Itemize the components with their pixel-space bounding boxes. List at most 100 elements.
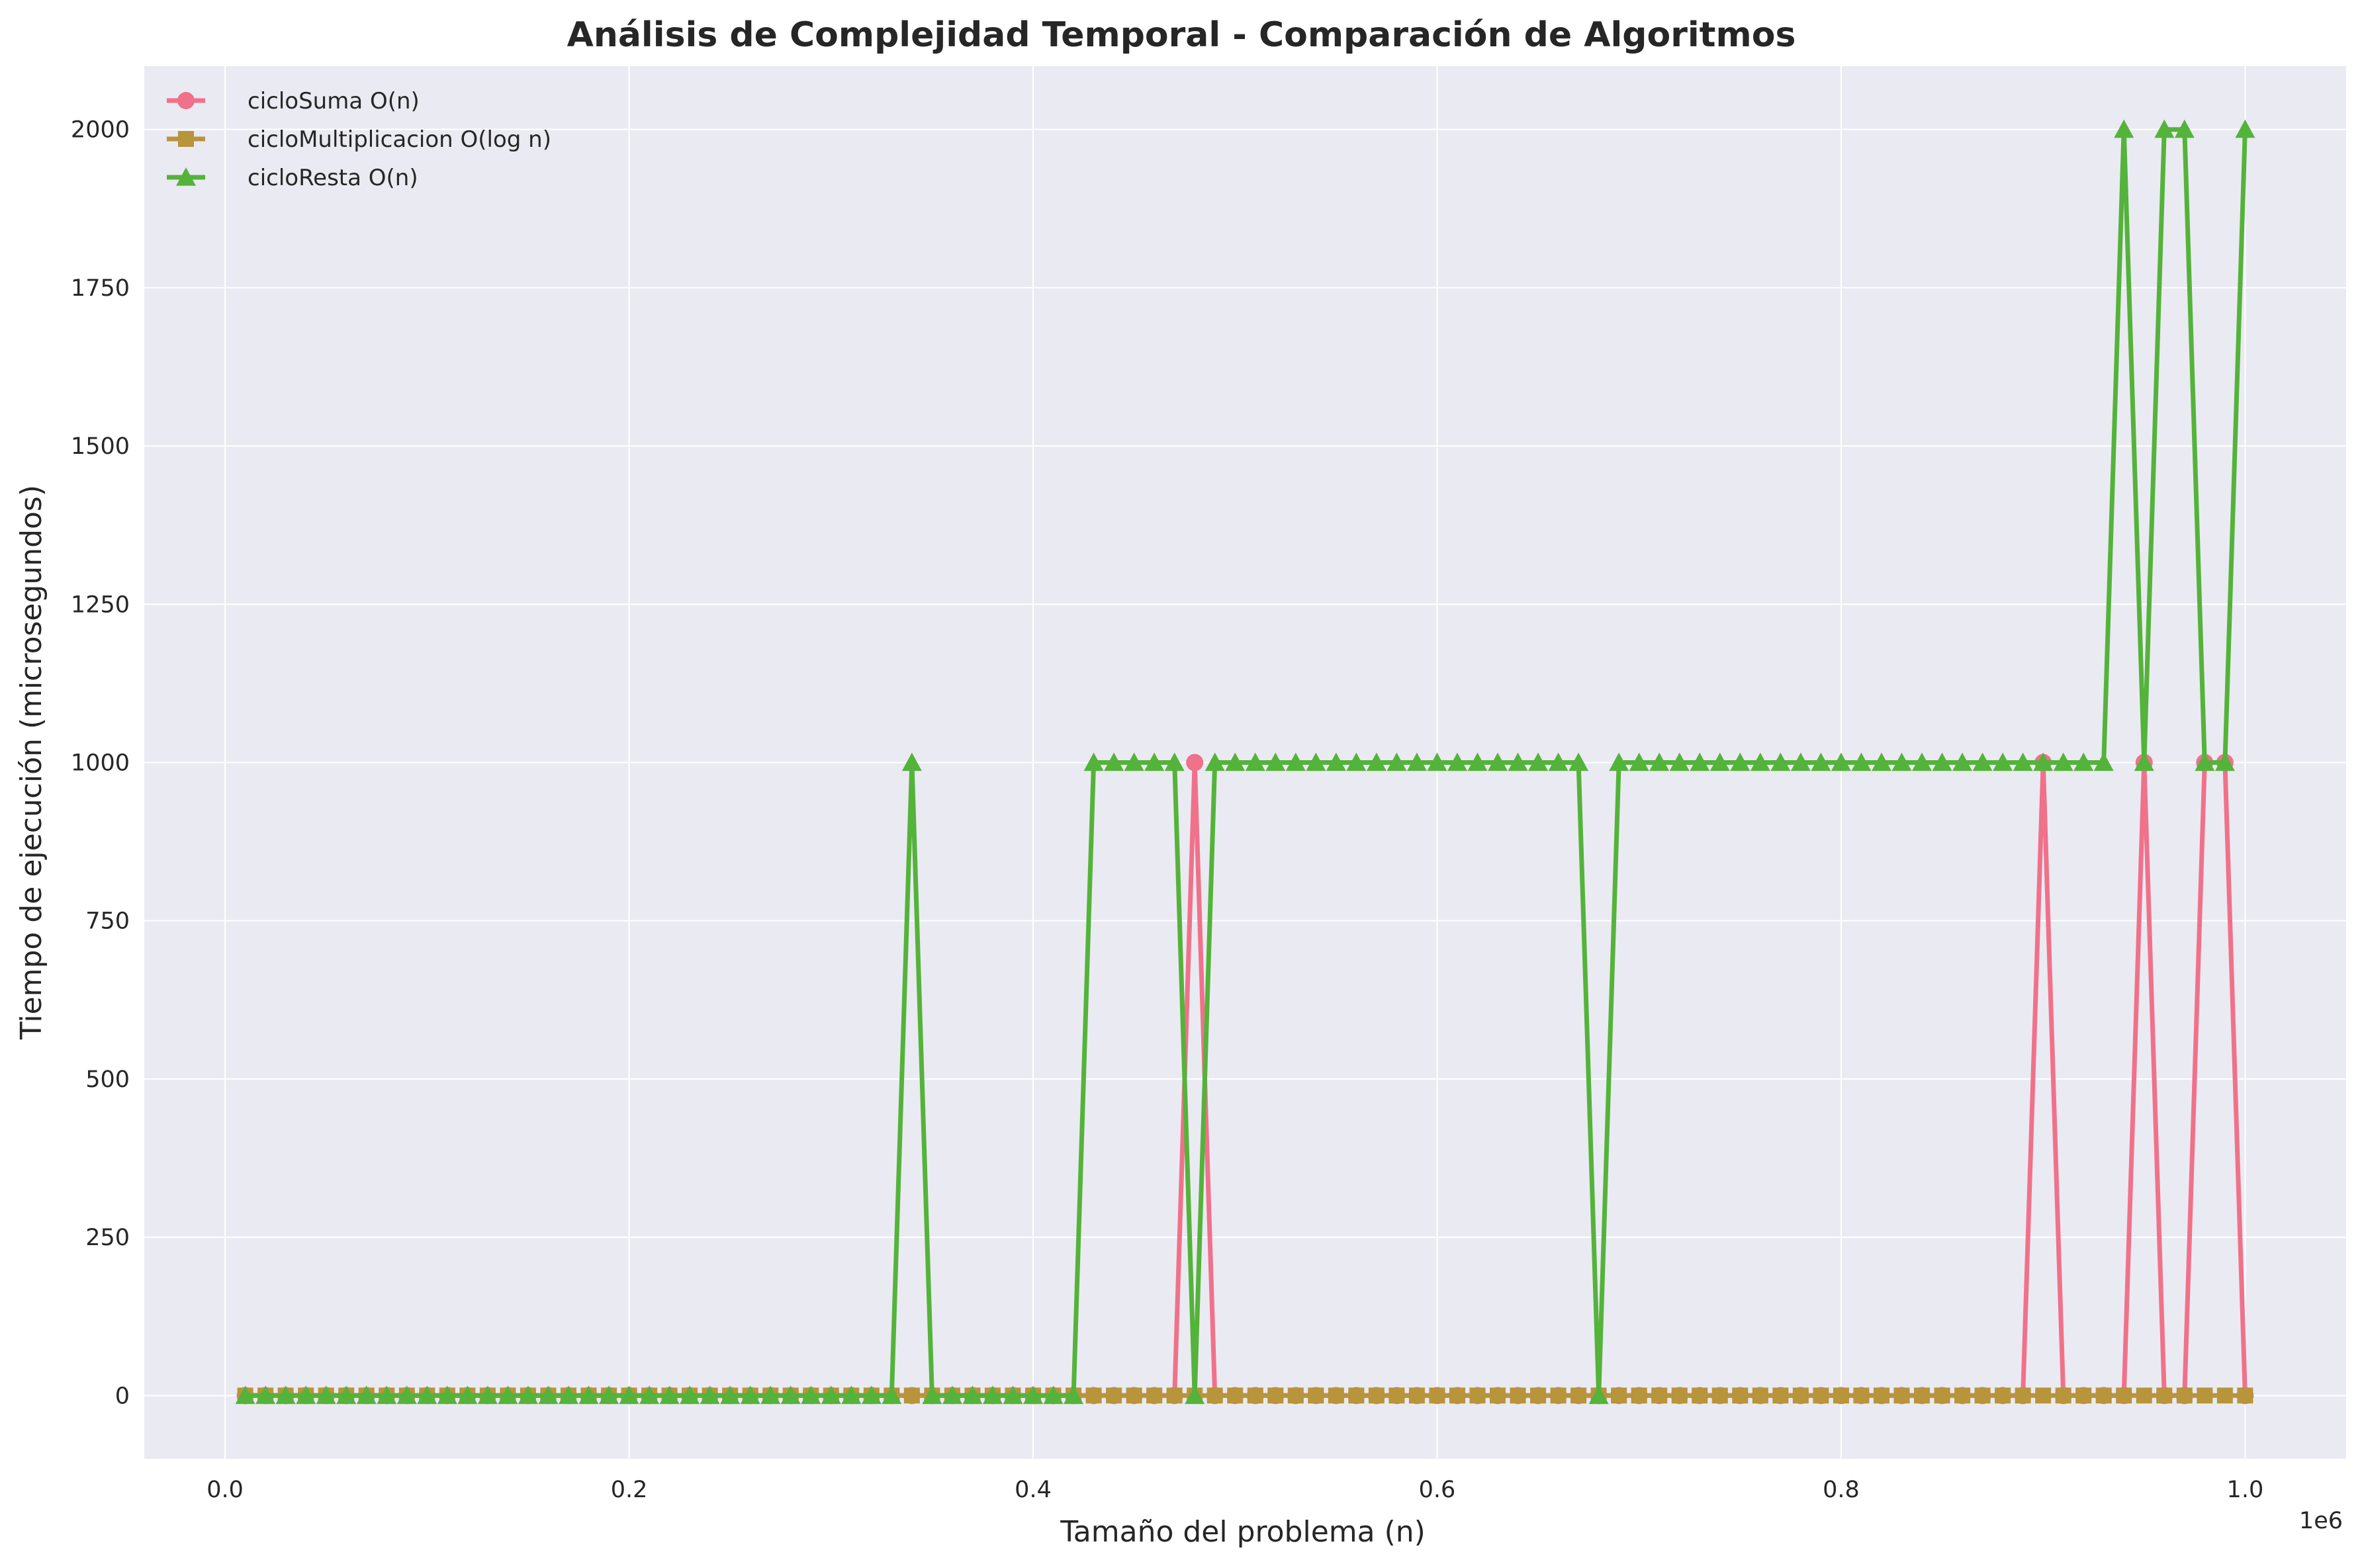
data-point (1631, 1387, 1647, 1404)
x-tick-label: 0.0 (206, 1477, 244, 1503)
data-point (2197, 1387, 2213, 1404)
data-point (1126, 1387, 1142, 1404)
data-point (700, 1385, 720, 1405)
data-point (1245, 752, 1265, 771)
data-point (2055, 1387, 2071, 1404)
data-point (1366, 752, 1387, 771)
data-point (2156, 1387, 2173, 1404)
data-point (2216, 1387, 2233, 1404)
data-point (1752, 1387, 1768, 1404)
data-point (1772, 1387, 1789, 1404)
data-point (1813, 1387, 1829, 1404)
data-point (255, 1385, 276, 1405)
data-point (1490, 1387, 1506, 1404)
data-point (1164, 752, 1185, 771)
data-point (457, 1385, 478, 1405)
x-tick-label: 1.0 (2227, 1477, 2264, 1503)
data-point (1085, 1387, 1102, 1404)
data-point (599, 1385, 619, 1405)
data-point (1730, 752, 1750, 771)
x-axis-ticks: 0.0 0.2 0.4 0.6 0.8 1.0 (206, 1477, 2263, 1503)
legend: cicloSuma O(n) cicloMultiplicacion O(log … (167, 88, 551, 191)
data-point (1265, 752, 1286, 771)
data-point (1510, 1387, 1526, 1404)
data-point (1811, 752, 1831, 771)
data-point (1570, 1387, 1587, 1404)
data-point (1368, 1387, 1385, 1404)
data-point (1709, 752, 1730, 771)
data-point (1692, 1387, 1708, 1404)
data-point (1124, 752, 1144, 771)
data-point (2176, 1387, 2193, 1404)
data-point (2015, 1387, 2031, 1404)
legend-item: cicloResta O(n) (167, 165, 418, 191)
data-point (2174, 119, 2195, 138)
legend-label: cicloSuma O(n) (248, 88, 420, 114)
legend-item: cicloMultiplicacion O(log n) (167, 126, 551, 153)
data-point (1952, 752, 1973, 771)
y-axis-ticks: 0 250 500 750 1000 1250 1500 1750 2000 (71, 117, 130, 1410)
data-point (1873, 1387, 1889, 1404)
data-point (1790, 752, 1811, 771)
data-point (1427, 752, 1447, 771)
data-point (1023, 1385, 1044, 1405)
data-point (1833, 1387, 1849, 1404)
data-point (1469, 1387, 1486, 1404)
data-point (2214, 752, 2235, 771)
data-point (578, 1385, 599, 1405)
data-point (1528, 752, 1549, 771)
data-point (1972, 752, 1993, 771)
legend-label: cicloResta O(n) (248, 165, 418, 191)
data-point (2095, 1387, 2112, 1404)
y-tick-label: 1750 (71, 275, 130, 302)
data-point (1346, 752, 1367, 771)
y-axis-label: Tiempo de ejecución (microsegundos) (15, 485, 48, 1040)
data-point (1914, 1387, 1931, 1404)
data-point (235, 1385, 255, 1405)
data-point (1003, 1385, 1023, 1405)
data-point (538, 1385, 559, 1405)
data-point (377, 1385, 397, 1405)
data-point (1690, 752, 1710, 771)
data-point (417, 1385, 437, 1405)
data-point (2116, 1387, 2132, 1404)
data-point (2093, 752, 2114, 771)
data-point (2136, 1387, 2152, 1404)
data-point (1247, 1387, 1263, 1404)
data-point (1853, 1387, 1870, 1404)
data-point (1308, 1387, 1324, 1404)
data-point (1550, 1387, 1567, 1404)
data-point (1287, 1387, 1304, 1404)
legend-marker (177, 92, 195, 109)
data-point (942, 1385, 962, 1405)
data-point (922, 1385, 942, 1405)
data-point (740, 1385, 760, 1405)
data-point (275, 1385, 296, 1405)
x-tick-label: 0.4 (1015, 1477, 1052, 1503)
data-point (356, 1385, 377, 1405)
data-point (1144, 752, 1165, 771)
data-point (1792, 1387, 1809, 1404)
data-point (1671, 1387, 1688, 1404)
data-point (2033, 752, 2054, 771)
data-point (1993, 752, 2013, 771)
data-point (1186, 754, 1204, 771)
data-point (437, 1385, 457, 1405)
x-axis-offset-label: 1e6 (2299, 1508, 2343, 1534)
data-point (2114, 119, 2134, 138)
data-point (2035, 1387, 2052, 1404)
chart-title: Análisis de Complejidad Temporal - Compa… (567, 15, 1796, 55)
data-point (1388, 1387, 1405, 1404)
y-tick-label: 500 (85, 1067, 130, 1093)
data-point (801, 1385, 821, 1405)
data-point (2235, 119, 2255, 138)
data-point (659, 1385, 680, 1405)
data-point (1326, 752, 1346, 771)
data-point (1104, 752, 1124, 771)
data-point (316, 1385, 336, 1405)
series-3 (235, 119, 2255, 1405)
data-point (296, 1385, 316, 1405)
data-point (1429, 1387, 1445, 1404)
data-point (962, 1385, 983, 1405)
data-point (558, 1385, 578, 1405)
